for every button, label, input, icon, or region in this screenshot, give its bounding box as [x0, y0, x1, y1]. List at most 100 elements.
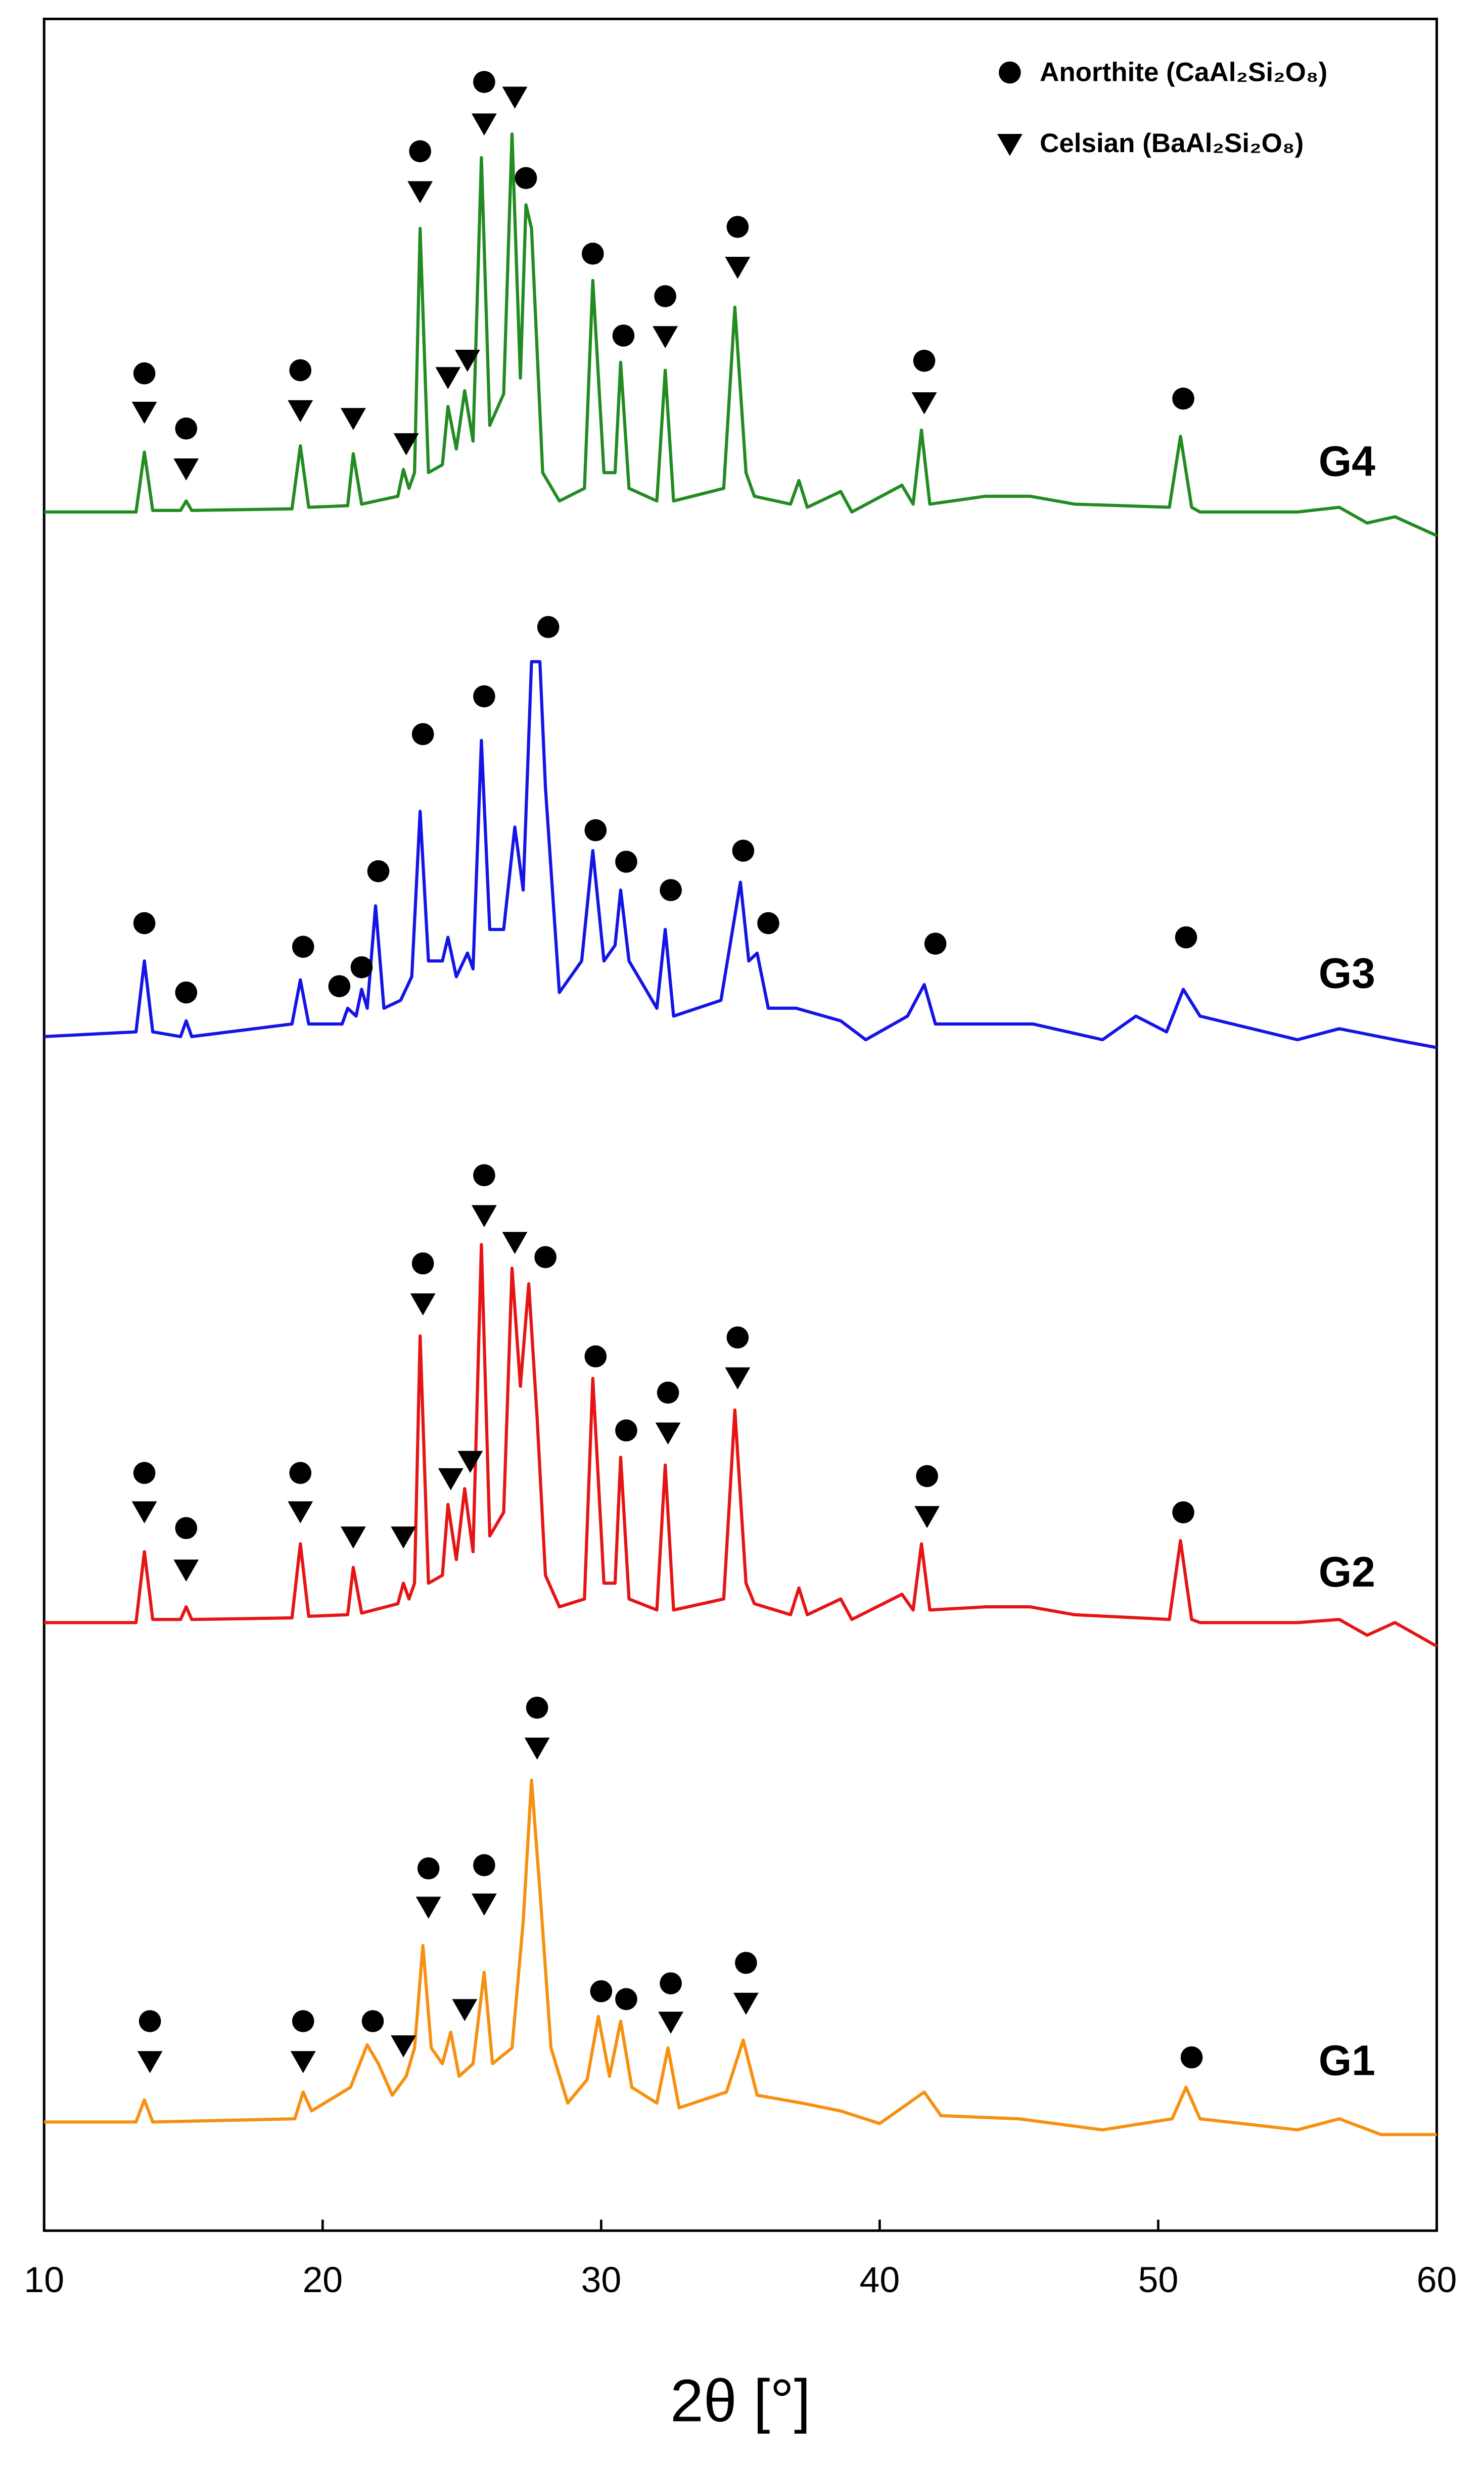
- celsian-marker: [471, 1893, 497, 1916]
- celsian-marker: [457, 1451, 483, 1473]
- celsian-marker: [415, 1896, 441, 1919]
- series-label: G2: [1319, 1548, 1375, 1596]
- xrd-trace: [44, 1243, 1438, 1648]
- anorthite-marker: [328, 975, 351, 997]
- anorthite-marker: [411, 1252, 434, 1275]
- anorthite-marker: [590, 1980, 613, 2003]
- anorthite-marker: [289, 359, 312, 382]
- anorthite-marker: [757, 912, 779, 935]
- x-tick-label: 20: [302, 2260, 343, 2300]
- x-tick-label: 60: [1417, 2260, 1457, 2300]
- anorthite-marker: [292, 936, 314, 958]
- x-tick-label: 40: [860, 2260, 900, 2300]
- xrd-trace: [44, 132, 1437, 537]
- anorthite-marker: [473, 1164, 495, 1186]
- celsian-marker: [725, 257, 751, 279]
- celsian-marker: [393, 433, 419, 455]
- anorthite-marker: [138, 2010, 161, 2032]
- celsian-marker: [655, 1422, 681, 1445]
- anorthite-marker: [735, 1951, 757, 1974]
- celsian-marker: [410, 1293, 436, 1316]
- celsian-marker: [911, 392, 937, 414]
- anorthite-marker: [726, 216, 749, 238]
- celsian-marker: [502, 1232, 528, 1254]
- celsian-marker: [288, 400, 313, 423]
- celsian-marker: [391, 1526, 416, 1549]
- celsian-marker: [340, 1526, 366, 1549]
- legend-label: Celsian (BaAl₂Si₂O₈): [1040, 128, 1304, 158]
- legend-circle: [999, 61, 1021, 84]
- celsian-marker: [407, 181, 433, 204]
- anorthite-marker: [1172, 1501, 1194, 1523]
- anorthite-marker: [657, 1381, 679, 1404]
- celsian-marker: [725, 1367, 751, 1390]
- legend-triangle: [997, 133, 1023, 156]
- x-tick-label: 10: [24, 2260, 64, 2300]
- celsian-marker: [391, 2035, 416, 2058]
- anorthite-marker: [409, 140, 431, 163]
- celsian-marker: [524, 1737, 550, 1760]
- anorthite-marker: [350, 956, 373, 979]
- legend-label: Anorthite (CaAl₂Si₂O₈): [1040, 58, 1327, 87]
- anorthite-marker: [612, 324, 635, 347]
- x-tick-label: 30: [581, 2260, 621, 2300]
- celsian-marker: [471, 113, 497, 136]
- anorthite-marker: [582, 243, 604, 265]
- anorthite-marker: [175, 1517, 198, 1540]
- series-label: G1: [1319, 2036, 1375, 2084]
- anorthite-marker: [615, 851, 637, 873]
- x-axis-label: 2θ [°]: [670, 2368, 811, 2435]
- celsian-marker: [502, 86, 528, 109]
- celsian-marker: [435, 367, 461, 389]
- celsian-marker: [733, 1992, 759, 2015]
- celsian-marker: [290, 2051, 316, 2073]
- celsian-marker: [131, 401, 157, 424]
- anorthite-marker: [654, 285, 676, 307]
- celsian-marker: [454, 349, 480, 372]
- anorthite-marker: [417, 1857, 440, 1880]
- celsian-marker: [914, 1506, 940, 1528]
- celsian-marker: [137, 2051, 163, 2073]
- anorthite-marker: [913, 349, 936, 372]
- anorthite-marker: [133, 362, 156, 385]
- anorthite-marker: [175, 981, 198, 1004]
- celsian-marker: [653, 326, 678, 348]
- celsian-marker: [340, 408, 366, 430]
- anorthite-marker: [361, 2010, 384, 2032]
- anorthite-marker: [515, 167, 537, 190]
- celsian-marker: [173, 1559, 199, 1582]
- anorthite-marker: [534, 1246, 556, 1269]
- anorthite-marker: [367, 860, 390, 882]
- anorthite-marker: [537, 616, 560, 638]
- anorthite-marker: [726, 1326, 749, 1349]
- anorthite-marker: [292, 2010, 314, 2032]
- series-label: G4: [1319, 438, 1375, 485]
- anorthite-marker: [615, 1988, 637, 2011]
- anorthite-marker: [526, 1696, 548, 1719]
- anorthite-marker: [660, 879, 682, 901]
- x-tick-label: 50: [1138, 2260, 1179, 2300]
- anorthite-marker: [1175, 926, 1197, 949]
- celsian-marker: [173, 458, 199, 481]
- xrd-trace: [44, 1778, 1437, 2136]
- celsian-marker: [288, 1501, 313, 1523]
- anorthite-marker: [473, 685, 495, 708]
- celsian-marker: [131, 1501, 157, 1523]
- anorthite-marker: [1180, 2046, 1203, 2069]
- xrd-trace: [44, 660, 1437, 1049]
- anorthite-marker: [411, 723, 434, 746]
- anorthite-marker: [133, 912, 156, 935]
- anorthite-marker: [473, 71, 495, 93]
- anorthite-marker: [473, 1854, 495, 1877]
- anorthite-marker: [732, 840, 755, 862]
- anorthite-marker: [1172, 387, 1194, 410]
- anorthite-marker: [615, 1419, 637, 1441]
- anorthite-marker: [916, 1465, 938, 1487]
- anorthite-marker: [660, 1972, 682, 1994]
- celsian-marker: [658, 2012, 684, 2034]
- anorthite-marker: [924, 933, 947, 955]
- series-label: G3: [1319, 950, 1375, 997]
- celsian-marker: [471, 1205, 497, 1228]
- anorthite-marker: [289, 1462, 312, 1484]
